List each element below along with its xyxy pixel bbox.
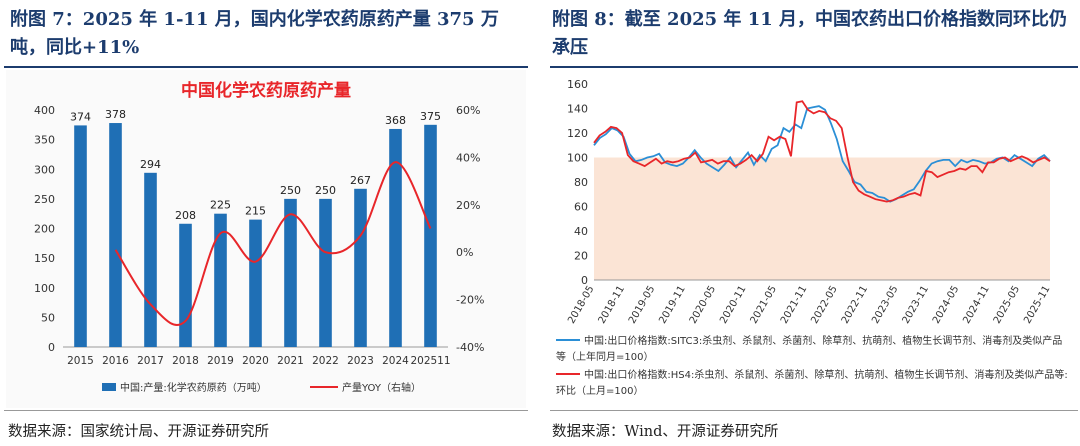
x-tick-label: 2020-11	[718, 284, 748, 326]
hs4-mom-index-line	[593, 100, 1051, 203]
y-tick-label: 0	[48, 341, 55, 354]
y-tick-label: 50	[41, 311, 55, 324]
y2-tick-label: -40%	[456, 341, 484, 354]
y-tick-label: 250	[34, 193, 55, 206]
legend-line-label: 产量YOY（右轴）	[342, 381, 421, 394]
legend-hs4-label: 中国:出口价格指数:HS4:杀虫剂、杀鼠剂、杀菌剂、除草剂、抗萌剂、植物生长调节…	[556, 368, 1068, 397]
production-bar	[389, 128, 402, 347]
left-top-rule	[4, 66, 528, 68]
x-tick-label: 2024-11	[961, 284, 991, 326]
production-bar	[319, 198, 332, 347]
left-bottom-rule	[4, 410, 528, 411]
bar-value-label: 368	[385, 114, 406, 127]
y-tick-label: 40	[574, 225, 588, 238]
y-tick-label: 400	[34, 104, 55, 117]
x-tick-label: 2025-11	[1022, 284, 1052, 326]
y-tick-label: 350	[34, 134, 55, 147]
legend-bar-label: 中国:产量:化学农药原药（万吨）	[120, 381, 267, 394]
right-bottom-rule	[550, 410, 1078, 411]
x-tick-label: 2022-05	[809, 284, 839, 326]
bar-value-label: 208	[175, 209, 196, 222]
x-tick-label: 2023	[347, 355, 374, 367]
bar-value-label: 375	[420, 110, 441, 123]
y2-tick-label: 0%	[456, 246, 473, 259]
production-bar	[109, 123, 122, 347]
right-source: 数据来源：Wind、开源证券研究所	[552, 424, 779, 440]
y2-tick-label: 40%	[456, 151, 480, 164]
y2-tick-label: -20%	[456, 294, 484, 307]
production-bar	[424, 124, 437, 347]
production-bar	[179, 223, 192, 347]
production-bar	[74, 125, 87, 347]
x-tick-label: 2019-05	[627, 284, 657, 326]
right-top-rule	[550, 66, 1078, 68]
bar-value-label: 250	[315, 184, 336, 197]
bar-value-label: 294	[140, 158, 161, 171]
x-tick-label: 2019-11	[657, 284, 687, 326]
sitc3-index-line	[593, 105, 1051, 203]
y-tick-label: 120	[567, 127, 588, 140]
yoy-line	[114, 161, 432, 326]
shaded-band	[594, 157, 1050, 280]
x-tick-label: 2020-05	[688, 284, 718, 326]
x-tick-label: 2020	[242, 355, 269, 367]
y-tick-label: 150	[34, 252, 55, 265]
legend-bar-swatch	[102, 383, 116, 391]
bar-value-label: 374	[70, 110, 91, 123]
x-tick-label: 2023-11	[901, 284, 931, 326]
x-tick-label: 2016	[102, 355, 129, 367]
production-bar	[214, 213, 227, 347]
bar-value-label: 267	[350, 174, 371, 187]
production-bar	[284, 198, 297, 347]
x-tick-label: 2021	[277, 355, 304, 367]
bar-value-label: 215	[245, 205, 266, 218]
y-tick-label: 20	[574, 250, 588, 263]
x-tick-label: 2017	[137, 355, 164, 367]
y-tick-label: 0	[581, 274, 588, 287]
x-tick-label: 2021-05	[749, 284, 779, 326]
x-tick-label: 2023-05	[870, 284, 900, 326]
production-chart: 中国化学农药原药产量 0 50 100 150 200 250 300 350 400 -40% -2…	[34, 80, 484, 394]
x-tick-label: 2018-11	[597, 284, 627, 326]
y-tick-label: 60	[574, 201, 588, 214]
right-chart-area: 0 20 40 60 80 100 120 140 160 2018-05 2018-11 2019-…	[550, 70, 1078, 408]
x-tick-label: 2022-11	[840, 284, 870, 326]
production-bar	[144, 172, 157, 347]
x-tick-label: 2021-11	[779, 284, 809, 326]
bar-value-label: 378	[105, 108, 126, 121]
production-bar	[354, 188, 367, 347]
left-caption: 附图 7：2025 年 1-11 月，国内化学农药原药产量 375 万吨，同比+…	[10, 9, 499, 58]
x-tick-label: 2015	[67, 355, 94, 367]
chart-title: 中国化学农药原药产量	[181, 80, 351, 101]
y-tick-label: 200	[34, 223, 55, 236]
x-tick-label: 2024	[382, 355, 409, 367]
x-tick-label: 2018-05	[566, 284, 596, 326]
left-chart-area: 中国化学农药原药产量 0 50 100 150 200 250 300 350 400 -40% -2…	[6, 70, 526, 408]
x-tick-label: 2019	[207, 355, 234, 367]
x-tick-label: 2022	[312, 355, 339, 367]
x-tick-label: 2025-05	[992, 284, 1022, 326]
y2-tick-label: 60%	[456, 104, 480, 117]
bar-value-label: 225	[210, 199, 231, 212]
production-bar	[249, 219, 262, 347]
y-tick-label: 300	[34, 163, 55, 176]
left-source: 数据来源：国家统计局、开源证券研究所	[8, 424, 269, 440]
x-tick-label: 202511	[410, 355, 450, 367]
y-tick-label: 160	[567, 78, 588, 91]
x-tick-label: 2018	[172, 355, 199, 367]
y2-tick-label: 20%	[456, 199, 480, 212]
bar-value-label: 250	[280, 184, 301, 197]
right-caption: 附图 8：截至 2025 年 11 月，中国农药出口价格指数同环比仍承压	[552, 9, 1068, 58]
legend-sitc3-label: 中国:出口价格指数:SITC3:杀虫剂、杀鼠剂、杀菌剂、除草剂、抗萌剂、植物生长…	[556, 334, 1062, 363]
y-tick-label: 100	[567, 152, 588, 165]
y-tick-label: 80	[574, 176, 588, 189]
y-tick-label: 140	[567, 103, 588, 116]
y-tick-label: 100	[34, 282, 55, 295]
x-tick-label: 2024-05	[931, 284, 961, 326]
